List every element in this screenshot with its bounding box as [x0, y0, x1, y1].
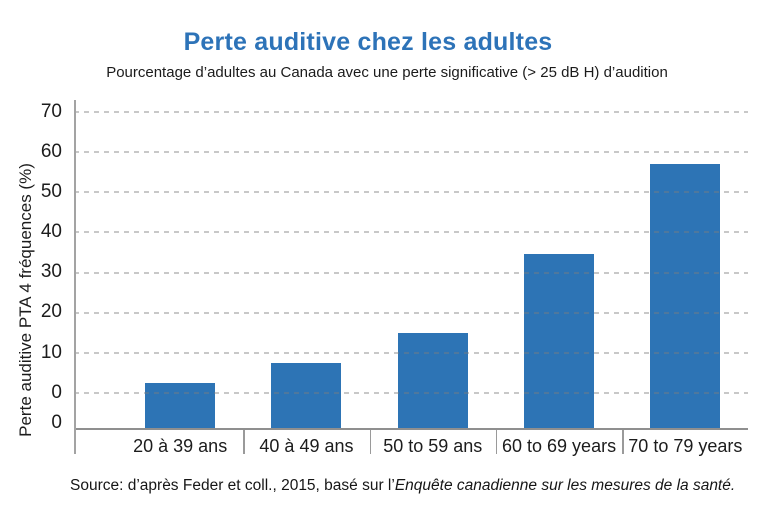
- x-category-label: 70 to 79 years: [628, 436, 743, 456]
- gridline: [74, 151, 748, 154]
- category-divider: [369, 428, 372, 454]
- y-tick-label: 40: [40, 221, 62, 243]
- y-tick-label: 20: [40, 301, 62, 323]
- y-tick-label: 70: [40, 100, 62, 122]
- bar: [271, 362, 342, 429]
- gridline: [74, 271, 748, 274]
- y-tick-label: 10: [40, 341, 62, 363]
- x-category-label: 50 to 59 ans: [383, 436, 483, 456]
- bar: [145, 383, 216, 429]
- y-axis-line: [74, 100, 76, 454]
- gridline: [74, 391, 748, 394]
- y-tick-label: 50: [40, 180, 62, 202]
- bar: [524, 254, 595, 429]
- x-category-label: 20 à 39 ans: [133, 436, 228, 456]
- gridline: [74, 110, 748, 113]
- category-divider: [622, 428, 624, 454]
- bar: [397, 333, 468, 429]
- chart-title: Perte auditive chez les adultes: [183, 28, 553, 56]
- bar: [650, 163, 721, 429]
- source-text: Source: d’après Feder et coll., 2015, ba…: [70, 477, 395, 494]
- y-tick-label: 0: [51, 381, 62, 403]
- x-axis-line: [74, 427, 748, 430]
- y-baseline-zero-label: 0: [51, 412, 62, 433]
- y-tick-label: 30: [40, 261, 62, 283]
- chart-subtitle: Pourcentage d’adultes au Canada avec une…: [106, 64, 668, 81]
- category-divider: [495, 428, 498, 454]
- x-category-label: 60 to 69 years: [502, 436, 617, 456]
- gridline: [74, 351, 748, 354]
- gridline: [74, 311, 748, 314]
- y-tick-label: 60: [40, 140, 62, 162]
- x-category-label: 40 à 49 ans: [259, 436, 354, 456]
- source-survey-name: Enquête canadienne sur les mesures de la…: [394, 477, 736, 494]
- gridline: [74, 191, 748, 194]
- source-note: Source: d’après Feder et coll., 2015, ba…: [70, 477, 760, 495]
- gridline: [74, 231, 748, 234]
- category-divider: [243, 428, 245, 454]
